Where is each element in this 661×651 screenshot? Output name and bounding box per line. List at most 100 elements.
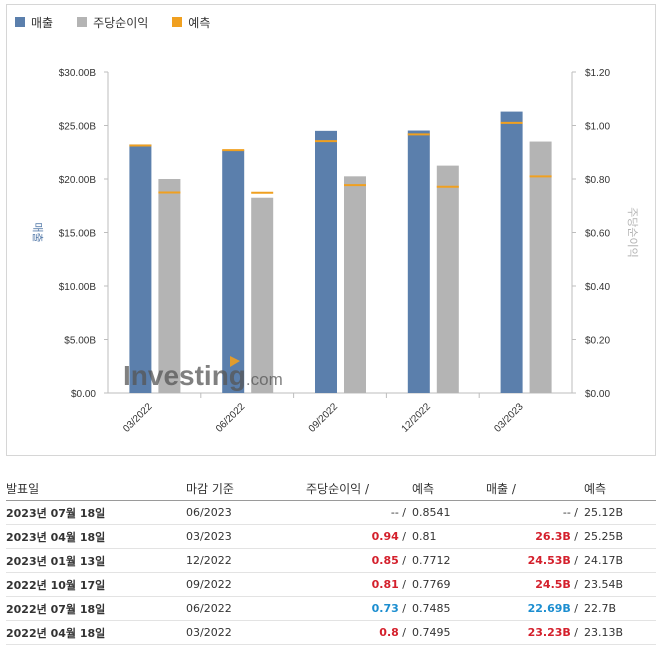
- cell-revenue: 24.5B /: [486, 572, 578, 597]
- header-period[interactable]: 마감 기준: [186, 476, 306, 501]
- y-axis-title-right: 주당순이익: [626, 207, 639, 258]
- cell-eps-separator: /: [398, 626, 406, 639]
- x-tick-label: 03/2023: [492, 401, 526, 435]
- watermark-accent-icon: [230, 356, 240, 367]
- cell-revenue-value: 24.5B: [535, 578, 571, 591]
- table-row[interactable]: 2022년 10월 17일 09/2022 0.81 /0.7769 24.5B /2…: [6, 572, 656, 597]
- cell-eps-separator: /: [398, 554, 406, 567]
- y-axis-title-left: 매출: [31, 222, 44, 242]
- header-eps-sep: /: [365, 481, 370, 496]
- header-date[interactable]: 발표일: [6, 476, 186, 501]
- header-eps-forecast[interactable]: 예측: [406, 476, 486, 501]
- table-row[interactable]: 2022년 04월 18일 03/2022 0.8 /0.7495 23.23B /2…: [6, 620, 656, 645]
- cell-eps-forecast: 0.7712: [406, 548, 486, 573]
- earnings-chart: $0.00 $0.00 $5.00B $0.20 $10.00B $0.40 $15.00B…: [31, 68, 639, 435]
- table-row[interactable]: 2023년 01월 13일 12/2022 0.85 /0.7712 24.53B /…: [6, 548, 656, 573]
- watermark-suffix: .com: [246, 370, 283, 389]
- cell-eps-value: 0.94: [371, 530, 399, 543]
- bar-revenue: [222, 150, 245, 393]
- cell-period: 06/2023: [186, 500, 306, 525]
- cell-revenue-forecast: 25.25B: [578, 524, 656, 549]
- cell-revenue: 23.23B /: [486, 620, 578, 645]
- cell-eps: -- /: [306, 500, 406, 525]
- cell-revenue-separator: /: [570, 578, 578, 591]
- table-row[interactable]: 2023년 07월 18일 06/2023 -- /0.8541 -- /25.12B: [6, 500, 656, 525]
- legend-item-revenue[interactable]: 매출: [15, 14, 53, 31]
- cell-date: 2022년 07월 18일: [6, 596, 186, 621]
- bar-eps: [158, 179, 181, 393]
- cell-eps: 0.94 /: [306, 524, 406, 549]
- cell-revenue-forecast: 24.17B: [578, 548, 656, 573]
- cell-revenue-value: 26.3B: [535, 530, 571, 543]
- table-body: 2023년 07월 18일 06/2023 -- /0.8541 -- /25.12B…: [6, 500, 656, 645]
- earnings-table: 발표일 마감 기준 주당순이익 / 예측 매출 / 예측 2023년 07월 1…: [6, 476, 656, 645]
- cell-date: 2023년 01월 13일: [6, 548, 186, 573]
- legend-item-forecast[interactable]: 예측: [172, 14, 210, 31]
- y-tick-label-right: $0.40: [585, 282, 610, 293]
- cell-revenue-value: --: [562, 506, 571, 519]
- cell-revenue-value: 24.53B: [527, 554, 571, 567]
- x-tick-label: 12/2022: [400, 401, 434, 435]
- legend-label-eps: 주당순이익: [93, 15, 149, 30]
- cell-eps-value: 0.81: [371, 578, 399, 591]
- header-revenue-label: 매출: [486, 481, 509, 496]
- cell-eps-separator: /: [398, 506, 406, 519]
- cell-eps-value: --: [390, 506, 399, 519]
- cell-revenue-value: 23.23B: [527, 626, 571, 639]
- cell-revenue: 24.53B /: [486, 548, 578, 573]
- y-tick-label-right: $0.00: [585, 389, 610, 400]
- earnings-chart-panel: 매출 주당순이익 예측 $0.00 $0.00 $5.00B $0.20 $10.00B…: [6, 4, 656, 456]
- cell-revenue-separator: /: [570, 602, 578, 615]
- bar-eps: [436, 165, 459, 393]
- legend-item-eps[interactable]: 주당순이익: [77, 14, 148, 31]
- bar-revenue: [407, 130, 430, 393]
- cell-eps: 0.73 /: [306, 596, 406, 621]
- cell-revenue-value: 22.69B: [527, 602, 571, 615]
- cell-eps: 0.85 /: [306, 548, 406, 573]
- x-tick-label: 03/2022: [121, 401, 155, 435]
- y-tick-label-left: $20.00B: [59, 175, 97, 186]
- cell-revenue-separator: /: [570, 626, 578, 639]
- cell-revenue: -- /: [486, 500, 578, 525]
- cell-eps: 0.8 /: [306, 620, 406, 645]
- cell-eps-forecast: 0.7485: [406, 596, 486, 621]
- table-row[interactable]: 2023년 04월 18일 03/2023 0.94 /0.81 26.3B /25.…: [6, 524, 656, 549]
- y-tick-label-right: $0.20: [585, 336, 610, 347]
- cell-period: 03/2023: [186, 524, 306, 549]
- cell-eps-separator: /: [398, 578, 406, 591]
- y-tick-label-right: $0.60: [585, 229, 610, 240]
- bar-eps: [251, 197, 274, 393]
- y-tick-label-right: $1.00: [585, 122, 610, 133]
- header-eps[interactable]: 주당순이익 /: [306, 476, 406, 501]
- cell-revenue-separator: /: [570, 506, 578, 519]
- header-revenue[interactable]: 매출 /: [486, 476, 578, 501]
- y-tick-label-left: $10.00B: [59, 282, 97, 293]
- bar-eps: [344, 176, 366, 393]
- watermark-brand: Investing: [123, 360, 246, 391]
- cell-eps-value: 0.8: [379, 626, 399, 639]
- bar-eps: [529, 141, 552, 393]
- cell-eps-forecast: 0.7495: [406, 620, 486, 645]
- x-tick-label: 06/2022: [214, 401, 248, 435]
- cell-eps-separator: /: [398, 602, 406, 615]
- table-header-row: 발표일 마감 기준 주당순이익 / 예측 매출 / 예측: [6, 476, 656, 501]
- y-tick-label-left: $15.00B: [59, 229, 97, 240]
- cell-revenue: 26.3B /: [486, 524, 578, 549]
- cell-date: 2022년 04월 18일: [6, 620, 186, 645]
- cell-eps-separator: /: [398, 530, 406, 543]
- cell-eps-forecast: 0.81: [406, 524, 486, 549]
- legend-label-forecast: 예측: [188, 15, 211, 30]
- x-tick-label: 09/2022: [307, 401, 341, 435]
- cell-revenue: 22.69B /: [486, 596, 578, 621]
- legend-swatch-revenue: [15, 17, 25, 27]
- cell-period: 12/2022: [186, 548, 306, 573]
- cell-revenue-forecast: 23.54B: [578, 572, 656, 597]
- cell-eps-forecast: 0.7769: [406, 572, 486, 597]
- legend-swatch-forecast: [172, 17, 183, 27]
- y-tick-label-left: $25.00B: [59, 122, 97, 133]
- table-row[interactable]: 2022년 07월 18일 06/2022 0.73 /0.7485 22.69B /…: [6, 596, 656, 621]
- header-revenue-forecast[interactable]: 예측: [578, 476, 656, 501]
- cell-date: 2022년 10월 17일: [6, 572, 186, 597]
- cell-eps-value: 0.85: [371, 554, 399, 567]
- cell-period: 03/2022: [186, 620, 306, 645]
